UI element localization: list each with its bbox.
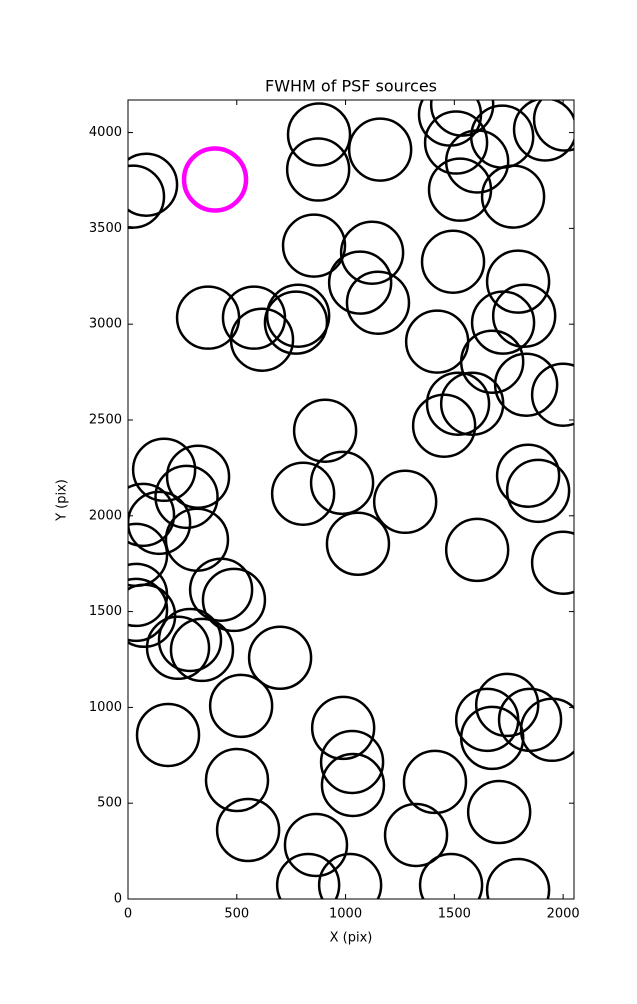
- source-marker: [157, 607, 223, 673]
- source-marker: [128, 164, 166, 229]
- source-marker: [131, 437, 197, 503]
- source-marker: [427, 157, 493, 222]
- source-marker: [404, 309, 470, 374]
- source-marker: [181, 146, 249, 213]
- chart-title: FWHM of PSF sources: [265, 77, 437, 96]
- y-tick-label: 3000: [89, 317, 122, 332]
- source-marker: [208, 673, 274, 739]
- y-tick-label: 2500: [89, 412, 122, 427]
- source-marker: [423, 110, 489, 175]
- source-marker: [411, 393, 477, 458]
- source-marker: [347, 117, 413, 182]
- x-tick-label: 500: [224, 907, 249, 922]
- source-marker: [263, 290, 329, 355]
- x-tick-label: 1000: [329, 907, 362, 922]
- source-marker: [215, 797, 281, 863]
- source-marker: [145, 615, 211, 681]
- y-tick-label: 1500: [89, 604, 122, 619]
- source-marker: [319, 729, 385, 795]
- source-marker: [470, 290, 536, 355]
- source-marker: [286, 102, 352, 167]
- y-tick-label: 4000: [89, 125, 122, 140]
- source-marker: [265, 283, 331, 348]
- source-marker: [505, 458, 571, 524]
- source-marker: [135, 702, 201, 768]
- source-marker: [175, 285, 241, 350]
- source-marker: [532, 100, 574, 152]
- y-tick-label: 1000: [89, 700, 122, 715]
- source-marker: [275, 852, 341, 899]
- source-marker: [247, 625, 313, 691]
- source-marker: [439, 371, 505, 436]
- source-marker: [128, 577, 169, 643]
- source-marker: [309, 450, 375, 516]
- y-tick-label: 3500: [89, 221, 122, 236]
- source-marker: [519, 697, 574, 763]
- source-marker: [459, 329, 525, 394]
- source-marker: [201, 567, 267, 633]
- source-marker: [345, 270, 411, 335]
- plot-area: [128, 100, 574, 899]
- source-marker: [169, 617, 235, 683]
- source-marker: [325, 511, 391, 577]
- source-marker: [480, 164, 546, 229]
- y-tick-label: 0: [114, 892, 122, 907]
- x-tick-label: 1500: [438, 907, 471, 922]
- source-marker: [444, 129, 510, 194]
- source-marker: [491, 283, 557, 348]
- source-marker: [493, 352, 559, 417]
- source-marker: [283, 812, 349, 878]
- source-marker: [339, 220, 405, 285]
- source-marker: [204, 747, 270, 813]
- source-marker: [530, 362, 574, 427]
- x-tick-label: 2000: [547, 907, 580, 922]
- source-marker: [466, 779, 532, 845]
- source-marker: [530, 530, 574, 595]
- source-marker: [320, 752, 386, 818]
- source-marker: [281, 213, 347, 278]
- source-marker: [495, 443, 561, 508]
- source-marker: [128, 152, 179, 217]
- source-marker: [292, 398, 358, 463]
- x-tick-label: 0: [124, 907, 132, 922]
- source-marker: [418, 852, 484, 899]
- source-marker: [372, 469, 438, 535]
- source-marker: [154, 464, 219, 530]
- x-axis-label: X (pix): [330, 931, 373, 946]
- source-marker: [485, 249, 551, 314]
- source-marker: [383, 802, 449, 868]
- source-marker: [317, 852, 383, 899]
- source-marker: [327, 250, 393, 315]
- source-marker: [128, 482, 176, 548]
- source-marker: [270, 461, 336, 527]
- source-marker: [229, 307, 295, 372]
- source-marker: [402, 749, 468, 815]
- source-marker: [444, 517, 510, 583]
- source-marker: [485, 857, 551, 899]
- source-marker: [164, 507, 230, 572]
- source-marker: [188, 557, 254, 622]
- source-marker: [285, 137, 351, 202]
- axes-frame: [127, 99, 575, 900]
- source-marker: [420, 229, 486, 294]
- source-marker: [512, 100, 574, 162]
- y-tick-label: 2000: [89, 508, 122, 523]
- y-axis-label: Y (pix): [55, 479, 70, 522]
- y-tick-label: 500: [97, 796, 122, 811]
- source-marker: [469, 104, 535, 169]
- source-marker: [474, 672, 540, 738]
- source-marker: [310, 695, 376, 761]
- source-marker: [425, 371, 491, 436]
